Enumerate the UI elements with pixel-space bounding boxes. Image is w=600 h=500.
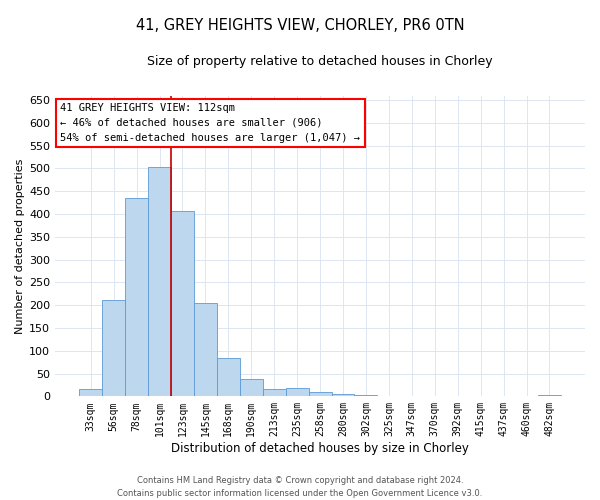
Bar (171, 211, 194, 396)
Bar (263, 388, 286, 396)
Text: 41 GREY HEIGHTS VIEW: 112sqm
← 46% of detached houses are smaller (906)
54% of s: 41 GREY HEIGHTS VIEW: 112sqm ← 46% of de… (61, 103, 361, 142)
X-axis label: Distribution of detached houses by size in Chorley: Distribution of detached houses by size … (171, 442, 469, 455)
Bar (79, 390, 102, 396)
Text: Contains HM Land Registry data © Crown copyright and database right 2024.
Contai: Contains HM Land Registry data © Crown c… (118, 476, 482, 498)
Bar (538, 395, 561, 396)
Title: Size of property relative to detached houses in Chorley: Size of property relative to detached ho… (147, 55, 493, 68)
Bar (125, 198, 148, 396)
Y-axis label: Number of detached properties: Number of detached properties (15, 158, 25, 334)
Bar (194, 303, 217, 396)
Bar (217, 358, 240, 397)
Bar (102, 300, 125, 396)
Bar (286, 388, 308, 396)
Bar (240, 379, 263, 396)
Text: 41, GREY HEIGHTS VIEW, CHORLEY, PR6 0TN: 41, GREY HEIGHTS VIEW, CHORLEY, PR6 0TN (136, 18, 464, 32)
Bar (332, 394, 355, 396)
Bar (148, 167, 171, 396)
Bar (308, 392, 332, 396)
